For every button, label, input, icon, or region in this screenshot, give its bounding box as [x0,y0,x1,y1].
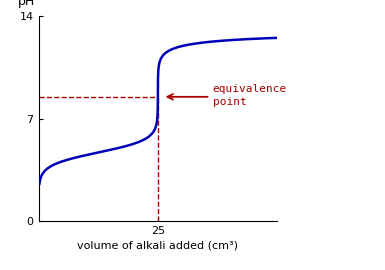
Text: equivalence
point: equivalence point [213,84,287,107]
X-axis label: volume of alkali added (cm³): volume of alkali added (cm³) [77,240,238,251]
Y-axis label: pH: pH [18,0,35,8]
